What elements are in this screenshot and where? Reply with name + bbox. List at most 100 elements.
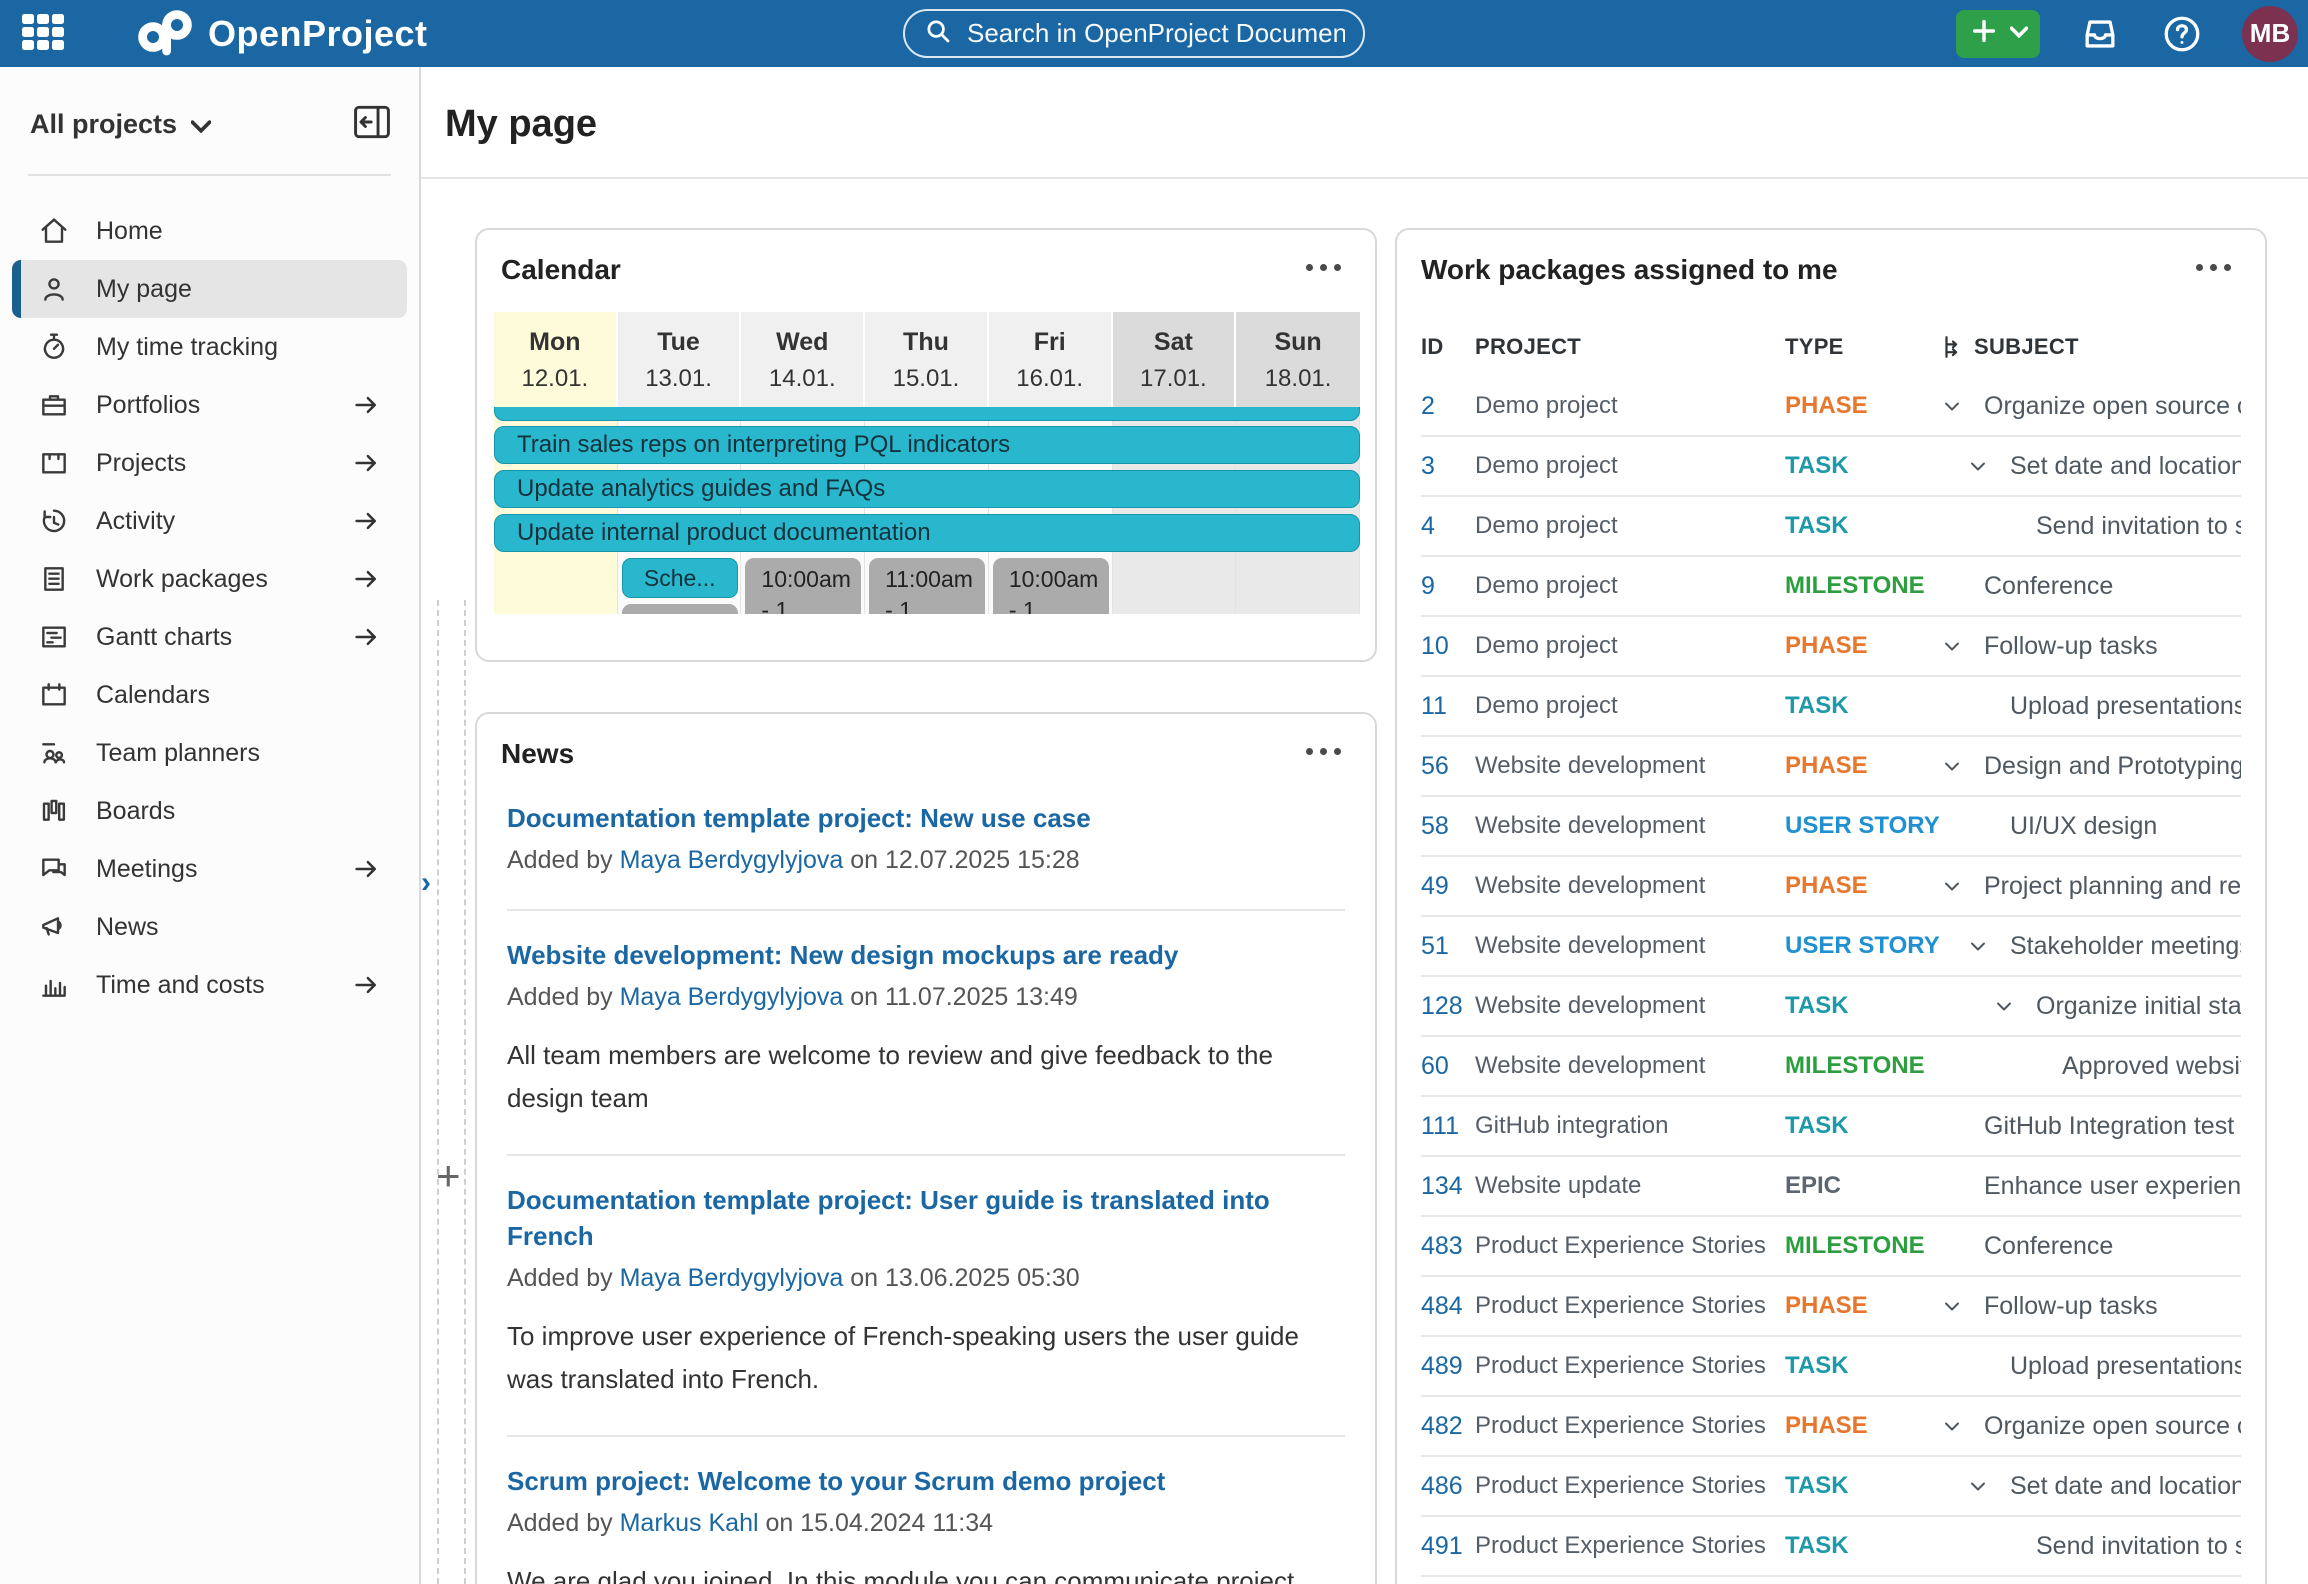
sidebar-item-my-time-tracking[interactable]: My time tracking xyxy=(12,318,407,376)
arrow-right-icon[interactable] xyxy=(351,622,381,652)
table-row[interactable]: 484Product Experience StoriesPHASEFollow… xyxy=(1421,1277,2241,1337)
work-packages-widget-menu-icon[interactable] xyxy=(2196,264,2231,271)
notifications-inbox-icon[interactable] xyxy=(2078,12,2122,56)
arrow-right-icon[interactable] xyxy=(351,970,381,1000)
wp-id-link[interactable]: 11 xyxy=(1421,692,1475,721)
table-row[interactable]: 56Website developmentPHASEDesign and Pro… xyxy=(1421,737,2241,797)
table-row[interactable]: 58Website developmentUSER STORYUI/UX des… xyxy=(1421,797,2241,857)
news-author-link[interactable]: Markus Kahl xyxy=(620,1509,759,1537)
news-item-title[interactable]: Scrum project: Welcome to your Scrum dem… xyxy=(507,1463,1345,1499)
calendar-day-sun[interactable]: Sun18.01. xyxy=(1236,312,1360,407)
table-row[interactable]: 11Demo projectTASKUpload presentations t… xyxy=(1421,677,2241,737)
calendar-events-area[interactable]: Train sales reps on interpreting PQL ind… xyxy=(494,407,1360,614)
calendar-day-mon[interactable]: Mon12.01. xyxy=(494,312,618,407)
collapse-chevron-icon[interactable] xyxy=(1966,1474,2010,1498)
arrow-right-icon[interactable] xyxy=(351,854,381,884)
wp-id-link[interactable]: 486 xyxy=(1421,1472,1475,1501)
table-row[interactable]: 49Website developmentPHASEProject planni… xyxy=(1421,857,2241,917)
table-row[interactable]: 3Demo projectTASKSet date and location o… xyxy=(1421,437,2241,497)
wp-id-link[interactable]: 484 xyxy=(1421,1292,1475,1321)
wp-id-link[interactable]: 482 xyxy=(1421,1412,1475,1441)
calendar-slot-event[interactable]: 10:00am - 11:00am xyxy=(745,558,861,614)
search-input[interactable] xyxy=(967,18,1345,49)
sidebar-item-calendars[interactable]: Calendars xyxy=(12,666,407,724)
collapse-chevron-icon[interactable] xyxy=(1940,1294,1984,1318)
wp-id-link[interactable]: 111 xyxy=(1421,1112,1475,1141)
sidebar-item-projects[interactable]: Projects xyxy=(12,434,407,492)
wp-id-link[interactable]: 491 xyxy=(1421,1532,1475,1561)
sidebar-item-home[interactable]: Home xyxy=(12,202,407,260)
sidebar-expand-handle[interactable]: › xyxy=(421,866,431,900)
table-row[interactable]: 486Product Experience StoriesTASKSet dat… xyxy=(1421,1457,2241,1517)
calendar-event[interactable]: Train sales reps on interpreting PQL ind… xyxy=(494,426,1360,464)
wp-id-link[interactable]: 489 xyxy=(1421,1352,1475,1381)
wp-id-link[interactable]: 4 xyxy=(1421,512,1475,541)
column-header-subject[interactable]: SUBJECT xyxy=(1940,334,2241,360)
column-header-project[interactable]: PROJECT xyxy=(1475,334,1785,360)
project-scope-selector[interactable]: All projects xyxy=(30,109,211,140)
calendar-slot-event[interactable]: Sche... xyxy=(622,558,738,598)
wp-id-link[interactable]: 3 xyxy=(1421,452,1475,481)
calendar-slot-event[interactable] xyxy=(622,604,738,614)
news-author-link[interactable]: Maya Berdygylyjova xyxy=(620,1264,844,1292)
calendar-event[interactable]: Update internal product documentation xyxy=(494,514,1360,552)
calendar-day-fri[interactable]: Fri16.01. xyxy=(989,312,1113,407)
calendar-day-thu[interactable]: Thu15.01. xyxy=(865,312,989,407)
calendar-slot-event[interactable]: 11:00am - 12:00pm xyxy=(869,558,985,614)
help-icon[interactable] xyxy=(2160,12,2204,56)
column-header-id[interactable]: ID xyxy=(1421,334,1475,360)
news-author-link[interactable]: Maya Berdygylyjova xyxy=(620,983,844,1011)
table-row[interactable]: 491Product Experience StoriesTASKSend in… xyxy=(1421,1517,2241,1577)
collapse-chevron-icon[interactable] xyxy=(1992,994,2036,1018)
sidebar-item-boards[interactable]: Boards xyxy=(12,782,407,840)
news-widget-menu-icon[interactable] xyxy=(1306,748,1341,755)
news-item-title[interactable]: Documentation template project: New use … xyxy=(507,800,1345,836)
avatar[interactable]: MB xyxy=(2242,6,2298,62)
sidebar-collapse-icon[interactable] xyxy=(351,103,393,146)
wp-id-link[interactable]: 56 xyxy=(1421,752,1475,781)
collapse-chevron-icon[interactable] xyxy=(1940,1414,1984,1438)
table-row[interactable]: 2Demo projectPHASEOrganize open source c… xyxy=(1421,377,2241,437)
openproject-logo[interactable]: OpenProject xyxy=(136,6,428,61)
sidebar-item-activity[interactable]: Activity xyxy=(12,492,407,550)
calendar-day-sat[interactable]: Sat17.01. xyxy=(1113,312,1237,407)
calendar-day-tue[interactable]: Tue13.01. xyxy=(618,312,742,407)
app-grid-icon[interactable] xyxy=(22,14,78,54)
column-header-type[interactable]: TYPE xyxy=(1785,334,1940,360)
wp-id-link[interactable]: 483 xyxy=(1421,1232,1475,1261)
table-row[interactable]: 128Website developmentTASKOrganize initi… xyxy=(1421,977,2241,1037)
sidebar-item-my-page[interactable]: My page xyxy=(12,260,407,318)
table-row[interactable]: 134Website updateEPICEnhance user experi… xyxy=(1421,1157,2241,1217)
table-row[interactable]: 489Product Experience StoriesTASKUpload … xyxy=(1421,1337,2241,1397)
table-row[interactable]: 111GitHub integrationTASKGitHub Integrat… xyxy=(1421,1097,2241,1157)
calendar-day-wed[interactable]: Wed14.01. xyxy=(741,312,865,407)
wp-id-link[interactable]: 2 xyxy=(1421,392,1475,421)
wp-id-link[interactable]: 60 xyxy=(1421,1052,1475,1081)
wp-id-link[interactable]: 134 xyxy=(1421,1172,1475,1201)
collapse-chevron-icon[interactable] xyxy=(1940,754,1984,778)
collapse-chevron-icon[interactable] xyxy=(1940,634,1984,658)
wp-id-link[interactable]: 10 xyxy=(1421,632,1475,661)
news-item-title[interactable]: Documentation template project: User gui… xyxy=(507,1182,1345,1254)
wp-id-link[interactable]: 58 xyxy=(1421,812,1475,841)
table-row[interactable]: 482Product Experience StoriesPHASEOrgani… xyxy=(1421,1397,2241,1457)
table-row[interactable]: 9Demo projectMILESTONEConference xyxy=(1421,557,2241,617)
collapse-chevron-icon[interactable] xyxy=(1940,874,1984,898)
news-author-link[interactable]: Maya Berdygylyjova xyxy=(620,846,844,874)
wp-id-link[interactable]: 49 xyxy=(1421,872,1475,901)
calendar-slot-event[interactable]: 10:00am - 11:00am xyxy=(993,558,1109,614)
wp-id-link[interactable]: 128 xyxy=(1421,992,1475,1021)
table-row[interactable]: 10Demo projectPHASEFollow-up tasks xyxy=(1421,617,2241,677)
hierarchy-icon[interactable] xyxy=(1940,334,1966,360)
calendar-event-partial[interactable] xyxy=(494,407,1360,421)
wp-id-link[interactable]: 51 xyxy=(1421,932,1475,961)
calendar-widget-menu-icon[interactable] xyxy=(1306,264,1341,271)
table-row[interactable]: 483Product Experience StoriesMILESTONECo… xyxy=(1421,1217,2241,1277)
news-item-title[interactable]: Website development: New design mockups … xyxy=(507,937,1345,973)
calendar-event[interactable]: Update analytics guides and FAQs xyxy=(494,470,1360,508)
sidebar-item-portfolios[interactable]: Portfolios xyxy=(12,376,407,434)
table-row[interactable]: 51Website developmentUSER STORYStakehold… xyxy=(1421,917,2241,977)
collapse-chevron-icon[interactable] xyxy=(1966,934,2010,958)
collapse-chevron-icon[interactable] xyxy=(1940,394,1984,418)
sidebar-item-meetings[interactable]: Meetings xyxy=(12,840,407,898)
